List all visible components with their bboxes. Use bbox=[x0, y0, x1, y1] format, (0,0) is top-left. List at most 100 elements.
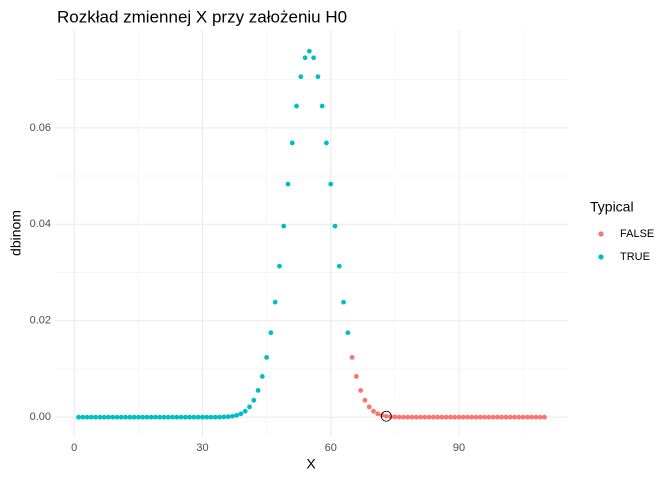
point bbox=[405, 414, 411, 420]
point bbox=[366, 404, 372, 410]
point bbox=[520, 414, 526, 420]
point bbox=[200, 414, 205, 420]
point bbox=[268, 330, 274, 336]
point bbox=[379, 412, 385, 418]
x-tick-label: 90 bbox=[453, 442, 465, 454]
point bbox=[306, 48, 312, 54]
x-tick-label: 0 bbox=[71, 442, 77, 454]
point bbox=[302, 55, 308, 61]
point bbox=[182, 414, 188, 420]
point bbox=[174, 414, 180, 420]
legend-key bbox=[598, 254, 604, 260]
y-tick-label: 0.00 bbox=[30, 411, 51, 423]
point bbox=[178, 414, 184, 420]
point bbox=[332, 223, 338, 229]
point bbox=[217, 414, 222, 420]
point bbox=[435, 414, 441, 420]
y-tick-label: 0.06 bbox=[30, 122, 51, 134]
point bbox=[259, 374, 265, 379]
point bbox=[135, 414, 141, 420]
point bbox=[294, 103, 299, 109]
point bbox=[345, 330, 351, 336]
point bbox=[255, 388, 261, 393]
highlight-marker bbox=[380, 410, 392, 422]
point bbox=[264, 355, 270, 360]
point bbox=[281, 223, 287, 229]
point bbox=[315, 74, 321, 80]
point bbox=[170, 414, 175, 420]
point bbox=[289, 140, 295, 146]
point bbox=[230, 413, 235, 419]
point bbox=[251, 397, 257, 403]
point bbox=[388, 414, 393, 420]
point bbox=[452, 414, 458, 420]
point bbox=[106, 414, 111, 420]
point bbox=[212, 414, 218, 420]
point bbox=[88, 414, 94, 420]
point bbox=[465, 414, 470, 420]
point bbox=[195, 414, 201, 420]
point bbox=[413, 414, 419, 420]
point bbox=[495, 414, 500, 420]
y-tick-label: 0.02 bbox=[30, 315, 51, 327]
point bbox=[473, 414, 479, 420]
point bbox=[392, 414, 398, 420]
point bbox=[140, 414, 146, 420]
point bbox=[298, 74, 304, 80]
point bbox=[426, 414, 432, 420]
point bbox=[204, 414, 210, 420]
point bbox=[208, 414, 214, 420]
point bbox=[542, 414, 547, 420]
point bbox=[110, 414, 116, 420]
point bbox=[503, 414, 509, 420]
point bbox=[144, 414, 150, 420]
y-axis-label: dbinom bbox=[8, 210, 24, 256]
point bbox=[443, 414, 449, 420]
point bbox=[285, 181, 291, 187]
point bbox=[507, 414, 513, 420]
point bbox=[187, 414, 193, 420]
x-tick-label: 30 bbox=[196, 442, 208, 454]
point bbox=[80, 414, 86, 420]
point bbox=[401, 414, 406, 420]
point bbox=[353, 374, 359, 379]
point bbox=[191, 414, 197, 420]
point bbox=[238, 411, 244, 417]
point bbox=[516, 414, 522, 420]
point bbox=[512, 414, 517, 420]
point bbox=[84, 414, 90, 420]
point bbox=[97, 414, 103, 420]
point bbox=[456, 414, 462, 420]
point bbox=[430, 414, 436, 420]
point bbox=[341, 299, 346, 305]
point bbox=[422, 414, 428, 420]
point bbox=[328, 181, 334, 187]
point bbox=[537, 414, 543, 420]
point bbox=[127, 414, 133, 420]
chart-title: Rozkład zmiennej X przy założeniu H0 bbox=[57, 7, 347, 26]
point bbox=[157, 414, 163, 420]
point bbox=[324, 140, 329, 146]
point bbox=[499, 414, 505, 420]
point bbox=[272, 299, 278, 305]
point bbox=[148, 414, 154, 420]
point bbox=[490, 414, 496, 420]
point bbox=[336, 263, 342, 269]
point bbox=[358, 388, 364, 393]
point bbox=[101, 414, 107, 420]
point bbox=[409, 414, 415, 420]
point bbox=[524, 414, 530, 420]
point bbox=[418, 414, 423, 420]
point bbox=[439, 414, 445, 420]
point bbox=[153, 414, 158, 420]
point bbox=[375, 411, 381, 417]
x-tick-label: 60 bbox=[325, 442, 337, 454]
point bbox=[221, 414, 227, 420]
x-axis-label: X bbox=[306, 456, 316, 472]
point bbox=[76, 414, 81, 420]
point bbox=[93, 414, 99, 420]
point bbox=[225, 414, 231, 420]
legend-label: FALSE bbox=[620, 228, 654, 240]
point bbox=[469, 414, 475, 420]
